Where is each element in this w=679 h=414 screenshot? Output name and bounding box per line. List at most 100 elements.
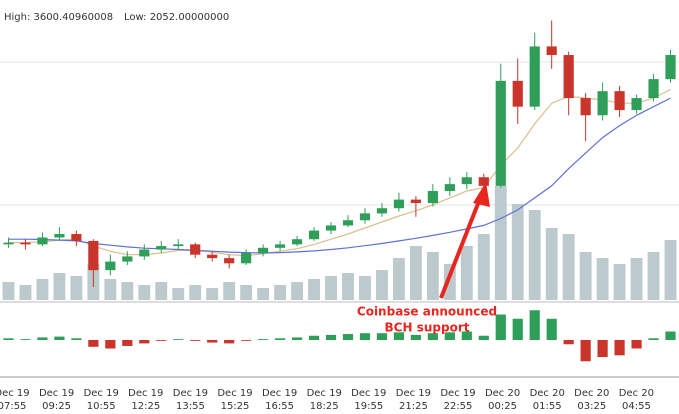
macd-bar <box>614 340 625 356</box>
macd-bar <box>291 337 303 340</box>
candle-body <box>359 213 371 221</box>
macd-bar <box>478 335 489 340</box>
x-tick-label: 18:25 <box>310 401 339 412</box>
x-tick-label: 07:55 <box>0 401 26 412</box>
macd-bar <box>563 340 574 345</box>
macd-bar <box>512 318 523 340</box>
macd-bar <box>359 333 371 340</box>
volume-bar <box>528 210 541 300</box>
macd-bar <box>376 333 388 340</box>
x-tick-label: Dec 20 <box>530 388 565 399</box>
x-tick-label: 12:25 <box>131 401 160 412</box>
candle-body <box>631 98 642 111</box>
volume-bar <box>206 288 219 300</box>
volume-bar <box>172 288 185 300</box>
moving-average-line <box>8 97 671 254</box>
x-tick-label: Dec 19 <box>307 388 342 399</box>
volume-bar <box>53 273 66 300</box>
x-tick-label: Dec 19 <box>440 388 475 399</box>
volume-bar <box>325 276 337 300</box>
x-tick-label: Dec 19 <box>0 388 30 399</box>
candle-body <box>512 80 523 107</box>
volume-bar <box>257 288 270 300</box>
candle-body <box>495 80 506 186</box>
candle-body <box>580 98 591 116</box>
macd-bar <box>274 338 286 340</box>
macd-bar <box>597 340 608 357</box>
x-tick-label: 10:55 <box>87 401 116 412</box>
candle-body <box>156 246 167 250</box>
volume-bar <box>460 246 473 300</box>
candle-body <box>529 46 540 107</box>
x-tick-label: Dec 20 <box>485 388 520 399</box>
candle-body <box>597 91 608 116</box>
macd-bar <box>529 310 540 340</box>
x-tick-label: Dec 19 <box>84 388 119 399</box>
volume-bar <box>121 282 134 300</box>
macd-bar <box>190 340 201 341</box>
volume-bar <box>36 279 49 300</box>
volume-bar <box>291 282 304 300</box>
candle-body <box>37 237 48 245</box>
macd-bar <box>139 340 150 344</box>
macd-bar <box>20 339 31 340</box>
macd-bar <box>665 331 676 340</box>
candle-body <box>88 240 99 271</box>
macd-bar <box>207 340 218 343</box>
x-tick-label: Dec 19 <box>128 388 163 399</box>
macd-bar <box>71 338 82 340</box>
x-tick-label: 22:55 <box>444 401 473 412</box>
volume-bar <box>19 285 32 300</box>
moving-average-line <box>8 88 671 257</box>
x-tick-label: 16:55 <box>265 401 294 412</box>
volume-bar <box>155 282 168 300</box>
candle-body <box>274 244 286 248</box>
macd-bar <box>410 334 421 340</box>
candle-body <box>173 244 184 247</box>
volume-bar <box>359 276 371 300</box>
candle-body <box>461 177 472 185</box>
candle-body <box>258 247 269 253</box>
x-tick-label: Dec 20 <box>574 388 609 399</box>
x-tick-label: 21:25 <box>399 401 428 412</box>
macd-bar <box>444 332 455 340</box>
candle-body <box>614 91 625 111</box>
volume-bar <box>308 279 320 300</box>
volume-bar <box>240 285 253 300</box>
candle-body <box>71 234 82 241</box>
volume-bar <box>223 282 236 300</box>
x-tick-label: Dec 19 <box>173 388 208 399</box>
candle-body <box>665 55 676 80</box>
candle-body <box>20 242 31 245</box>
macd-bar <box>241 340 252 341</box>
x-tick-label: Dec 19 <box>217 388 252 399</box>
macd-bar <box>648 338 659 340</box>
volume-bar <box>392 258 405 300</box>
x-tick-label: 09:25 <box>42 401 71 412</box>
macd-bar <box>258 339 269 340</box>
x-tick-label: 03:25 <box>577 401 606 412</box>
volume-bar <box>2 282 15 300</box>
candle-body <box>444 184 455 192</box>
candle-body <box>410 199 421 204</box>
volume-bar <box>511 204 524 300</box>
x-tick-label: Dec 19 <box>39 388 74 399</box>
candle-body <box>291 239 303 245</box>
candle-body <box>190 244 201 255</box>
candle-body <box>308 230 320 240</box>
macd-bar <box>631 340 642 349</box>
volume-bar <box>443 264 456 300</box>
macd-bar <box>342 334 354 340</box>
candle-body <box>207 254 218 259</box>
candle-body <box>139 249 150 257</box>
x-tick-label: Dec 19 <box>396 388 431 399</box>
candle-body <box>427 191 438 204</box>
volume-bar <box>274 285 287 300</box>
volume-bar <box>409 246 422 300</box>
candle-body <box>393 199 405 209</box>
macd-bar <box>393 332 405 340</box>
volume-bar <box>647 252 660 300</box>
candle-body <box>105 261 116 271</box>
